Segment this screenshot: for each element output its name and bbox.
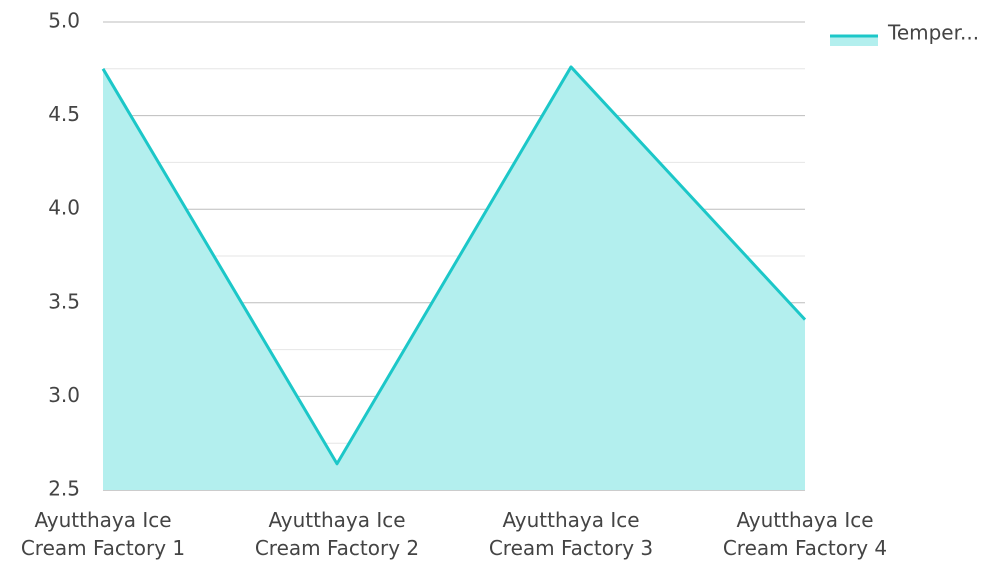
- area-fill: [103, 66, 805, 490]
- legend-swatch: [830, 36, 878, 46]
- area-line: [101, 65, 807, 466]
- legend-label: Temper...: [887, 21, 979, 45]
- y-tick-label: 4.0: [48, 196, 80, 220]
- x-tick-label: Ayutthaya Ice Cream Factory 3: [488, 508, 654, 560]
- y-tick-label: 3.5: [48, 289, 80, 313]
- y-tick-label: 4.5: [48, 102, 80, 126]
- x-tick-label: Ayutthaya Ice Cream Factory 2: [254, 508, 420, 560]
- y-tick-label: 3.0: [48, 383, 80, 407]
- x-tick-label: Ayutthaya Ice Cream Factory 1: [20, 508, 186, 560]
- x-tick-label: Ayutthaya Ice Cream Factory 4: [722, 508, 888, 560]
- y-tick-label: 2.5: [48, 477, 80, 501]
- y-tick-label: 5.0: [48, 9, 80, 33]
